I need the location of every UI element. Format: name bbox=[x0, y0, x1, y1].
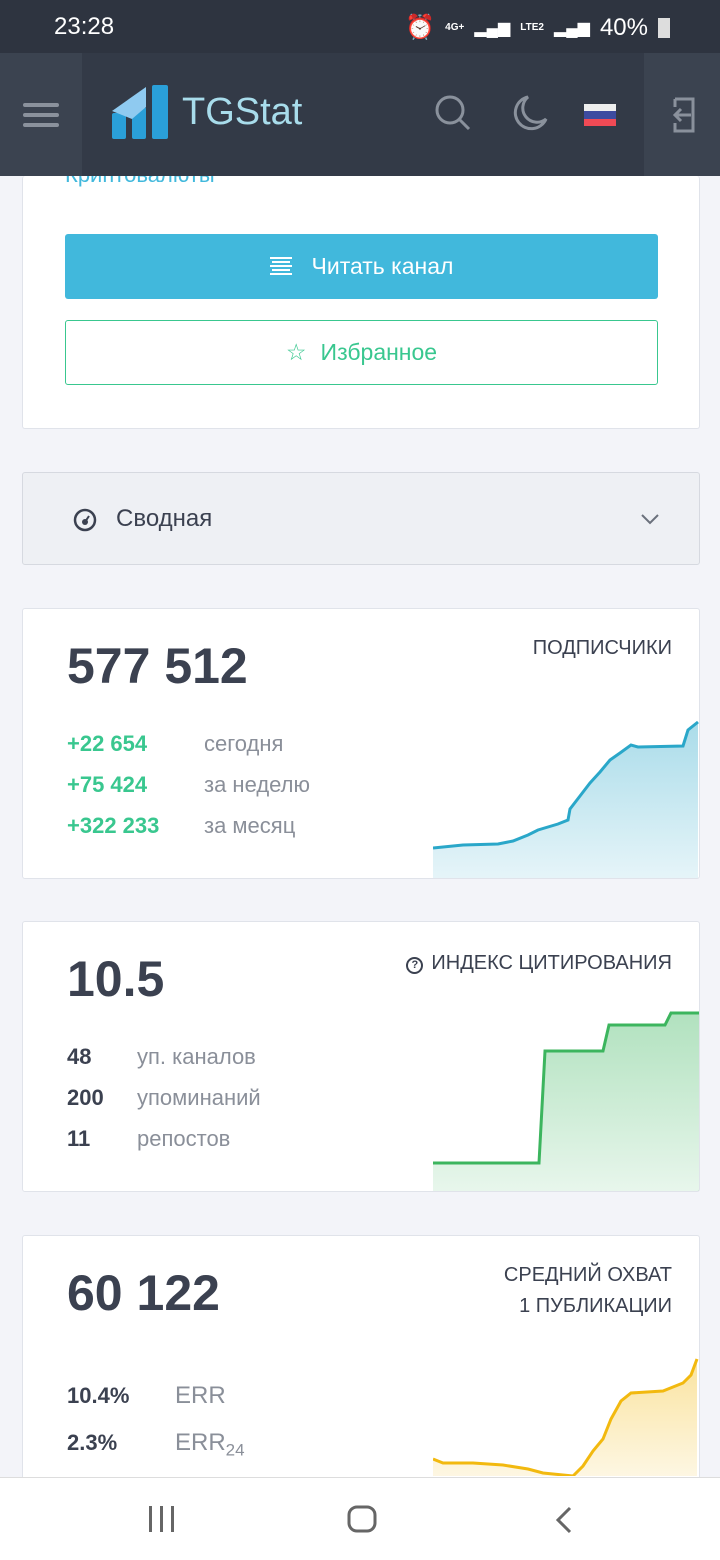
stat-value: +22 654 bbox=[67, 731, 148, 756]
stat-row: +322 233 за месяц bbox=[67, 805, 310, 846]
stat-text: уп. каналов bbox=[137, 1044, 256, 1069]
login-icon bbox=[672, 97, 695, 132]
read-channel-button[interactable]: Читать канал bbox=[65, 234, 658, 299]
stat-text: репостов bbox=[137, 1126, 231, 1151]
reach-sparkline bbox=[433, 1358, 699, 1476]
status-time: 23:28 bbox=[54, 13, 115, 40]
search-icon[interactable] bbox=[433, 93, 473, 133]
sparkline-line bbox=[433, 1358, 699, 1476]
stat-row: +22 654 сегодня bbox=[67, 723, 310, 764]
help-icon[interactable]: ? bbox=[406, 957, 424, 974]
favorite-label: Избранное bbox=[320, 339, 438, 365]
subscribers-sparkline bbox=[433, 720, 699, 878]
sparkline-area bbox=[433, 722, 698, 878]
stat-text: за неделю bbox=[204, 772, 311, 797]
signal-icon: ▂▄▆ bbox=[554, 19, 590, 37]
status-bar: 23:28 ⏰ 4G+ ▂▄▆ LTE2 ▂▄▆ 40% bbox=[0, 0, 720, 53]
stat-row: 200 упоминаний bbox=[67, 1077, 261, 1118]
sparkline-line bbox=[433, 720, 699, 850]
signal-icon: ▂▄▆ bbox=[474, 19, 511, 37]
stat-value: 200 bbox=[67, 1085, 104, 1110]
chevron-down-icon bbox=[641, 514, 659, 525]
star-icon: ☆ bbox=[285, 339, 307, 365]
stat-value: 11 bbox=[67, 1126, 91, 1151]
citation-sparkline bbox=[433, 1011, 699, 1191]
stat-value: 48 bbox=[67, 1044, 92, 1069]
stat-row: 2.3% ERR24 bbox=[67, 1419, 245, 1473]
stat-text: за месяц bbox=[204, 813, 296, 838]
network-lte2: LTE2 bbox=[520, 21, 544, 33]
network-4g: 4G+ bbox=[445, 21, 465, 33]
stat-row: 48 уп. каналов bbox=[67, 1036, 261, 1077]
channel-card: Криптовалюты Читать канал ☆ Избранное bbox=[22, 176, 700, 429]
alarm-icon: ⏰ bbox=[405, 14, 436, 41]
sparkline-line bbox=[433, 1011, 699, 1165]
citation-label: ? ИНДЕКС ЦИТИРОВАНИЯ bbox=[406, 948, 672, 979]
stat-row: +75 424 за неделю bbox=[67, 764, 310, 805]
stat-row: 11 репостов bbox=[67, 1118, 261, 1159]
moon-icon[interactable] bbox=[510, 93, 550, 133]
menu-icon bbox=[23, 102, 59, 127]
citation-index: 10.5 bbox=[67, 951, 165, 1007]
logo-icon bbox=[112, 85, 168, 139]
subscribers-label: ПОДПИСЧИКИ bbox=[532, 637, 672, 659]
top-navbar: TGStat bbox=[0, 53, 720, 176]
stat-value: +75 424 bbox=[67, 772, 148, 797]
subscribers-card[interactable]: 577 512 ПОДПИСЧИКИ +22 654 сегодня +75 42… bbox=[22, 608, 700, 879]
list-icon bbox=[269, 256, 292, 275]
sparkline-area bbox=[433, 1013, 699, 1191]
channel-category-link[interactable]: Криптовалюты bbox=[65, 176, 215, 188]
favorite-button[interactable]: ☆ Избранное bbox=[65, 320, 658, 385]
brand-name: TGStat bbox=[182, 90, 303, 133]
stat-text: упоминаний bbox=[137, 1085, 261, 1110]
sparkline-area bbox=[433, 1359, 697, 1476]
citation-card[interactable]: 10.5 ? ИНДЕКС ЦИТИРОВАНИЯ 48 уп. каналов 2… bbox=[22, 921, 700, 1192]
average-reach: 60 122 bbox=[67, 1265, 220, 1321]
summary-label: Сводная bbox=[116, 505, 213, 532]
battery-icon bbox=[658, 17, 670, 38]
stat-subscript: 24 bbox=[225, 1440, 245, 1460]
stat-row: 10.4% ERR bbox=[67, 1372, 245, 1419]
reach-label: СРЕДНИЙ ОХВАТ 1 ПУБЛИКАЦИИ bbox=[503, 1264, 672, 1317]
read-channel-label: Читать канал bbox=[311, 253, 454, 279]
menu-button[interactable] bbox=[0, 53, 82, 176]
back-icon[interactable] bbox=[555, 1506, 573, 1534]
recent-apps-icon[interactable] bbox=[148, 1506, 176, 1532]
stat-value: +322 233 bbox=[67, 813, 160, 838]
russia-flag-icon[interactable] bbox=[584, 104, 616, 126]
stat-value: 2.3% bbox=[67, 1430, 118, 1455]
stat-value: 10.4% bbox=[67, 1383, 130, 1408]
home-icon[interactable] bbox=[347, 1505, 377, 1533]
stat-text: ERR bbox=[175, 1429, 226, 1456]
subscribers-count: 577 512 bbox=[67, 638, 248, 694]
stat-text: ERR bbox=[175, 1382, 226, 1409]
login-button[interactable] bbox=[644, 53, 720, 176]
tgstat-logo[interactable]: TGStat bbox=[112, 85, 302, 139]
battery-level: 40% bbox=[599, 13, 648, 41]
dashboard-icon bbox=[73, 508, 97, 532]
stat-text: сегодня bbox=[204, 731, 284, 756]
summary-accordion[interactable]: Сводная bbox=[22, 472, 700, 565]
android-nav-bar bbox=[0, 1477, 720, 1560]
